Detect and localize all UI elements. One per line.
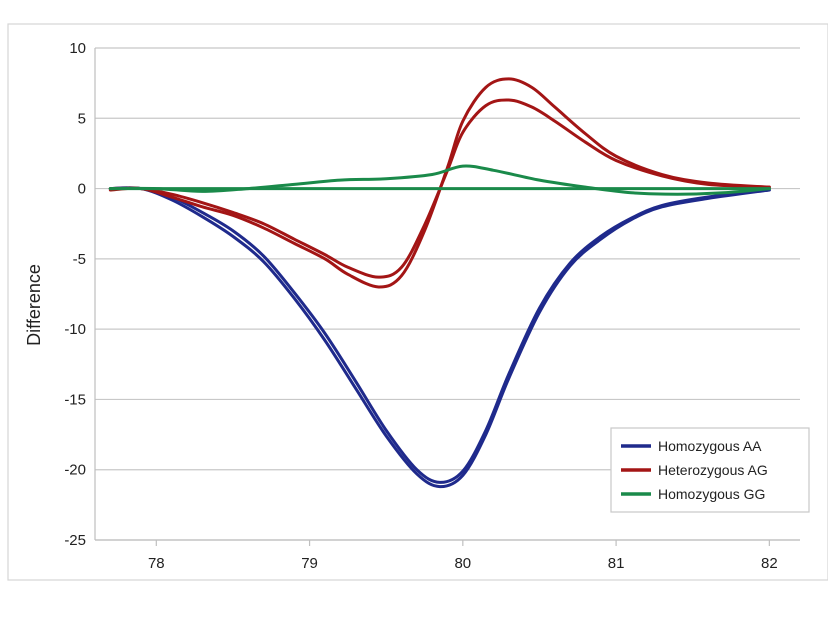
series-line-heterozygous-ag [108,98,771,279]
y-tick-label: -20 [64,462,86,479]
y-tick-label: -15 [64,391,86,408]
y-tick-label: -5 [73,251,86,268]
x-tick-label: 78 [148,555,165,572]
y-tick-label: 0 [78,181,86,198]
y-axis-label: Difference [24,264,44,346]
series-line-homozygous-gg [108,164,771,196]
series-line-homozygous-aa [108,186,771,484]
series-line-homozygous-aa [108,186,771,489]
x-tick-label: 79 [301,555,318,572]
legend-label: Homozygous GG [658,486,765,502]
y-tick-label: -10 [64,321,86,338]
legend: Homozygous AA Heterozygous AG Homozygous G… [610,427,810,513]
x-tick-label: 81 [608,555,625,572]
legend-label: Homozygous AA [658,438,762,454]
y-tick-label: 10 [69,40,86,57]
axes [94,48,800,546]
y-tick-label: -25 [64,532,86,549]
tick-labels: 10 5 0 -5 -10 -15 -20 -25 78 79 80 81 82 [64,40,777,572]
x-tick-label: 82 [761,555,778,572]
series-lines [108,77,771,489]
series-line-heterozygous-ag [108,77,771,289]
legend-label: Heterozygous AG [658,462,768,478]
y-tick-label: 5 [78,110,86,127]
x-tick-label: 80 [454,555,471,572]
